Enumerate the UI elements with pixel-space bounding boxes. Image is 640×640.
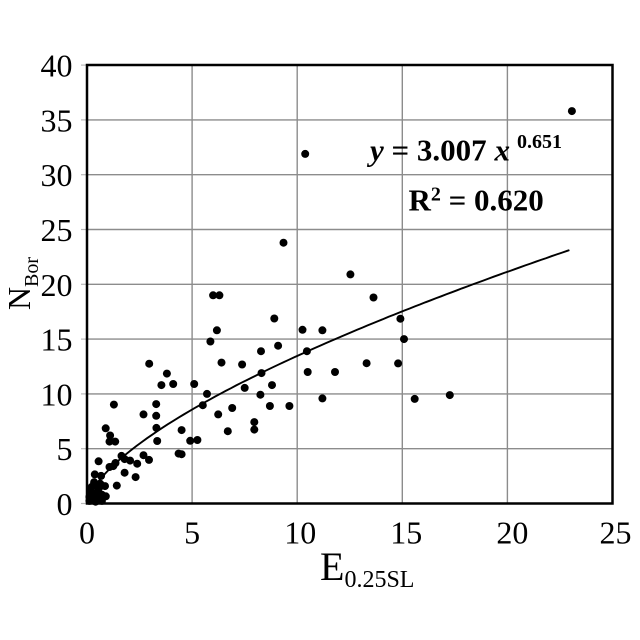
svg-text:15: 15 bbox=[41, 322, 73, 358]
svg-text:0: 0 bbox=[79, 515, 95, 551]
svg-text:R2 = 0.620: R2 = 0.620 bbox=[409, 183, 544, 218]
svg-text:5: 5 bbox=[57, 431, 73, 467]
svg-text:20: 20 bbox=[496, 515, 528, 551]
svg-text:y = 3.007 x: y = 3.007 x bbox=[366, 133, 510, 168]
svg-text:25: 25 bbox=[600, 515, 632, 551]
svg-text:35: 35 bbox=[41, 102, 73, 138]
svg-text:25: 25 bbox=[41, 212, 73, 248]
svg-text:0.651: 0.651 bbox=[517, 131, 562, 153]
svg-text:40: 40 bbox=[41, 48, 73, 84]
svg-text:15: 15 bbox=[390, 515, 422, 551]
svg-text:10: 10 bbox=[284, 515, 316, 551]
svg-text:0: 0 bbox=[57, 486, 73, 522]
svg-text:10: 10 bbox=[41, 376, 73, 412]
svg-text:20: 20 bbox=[41, 267, 73, 303]
svg-text:30: 30 bbox=[41, 157, 73, 193]
svg-text:5: 5 bbox=[184, 515, 200, 551]
